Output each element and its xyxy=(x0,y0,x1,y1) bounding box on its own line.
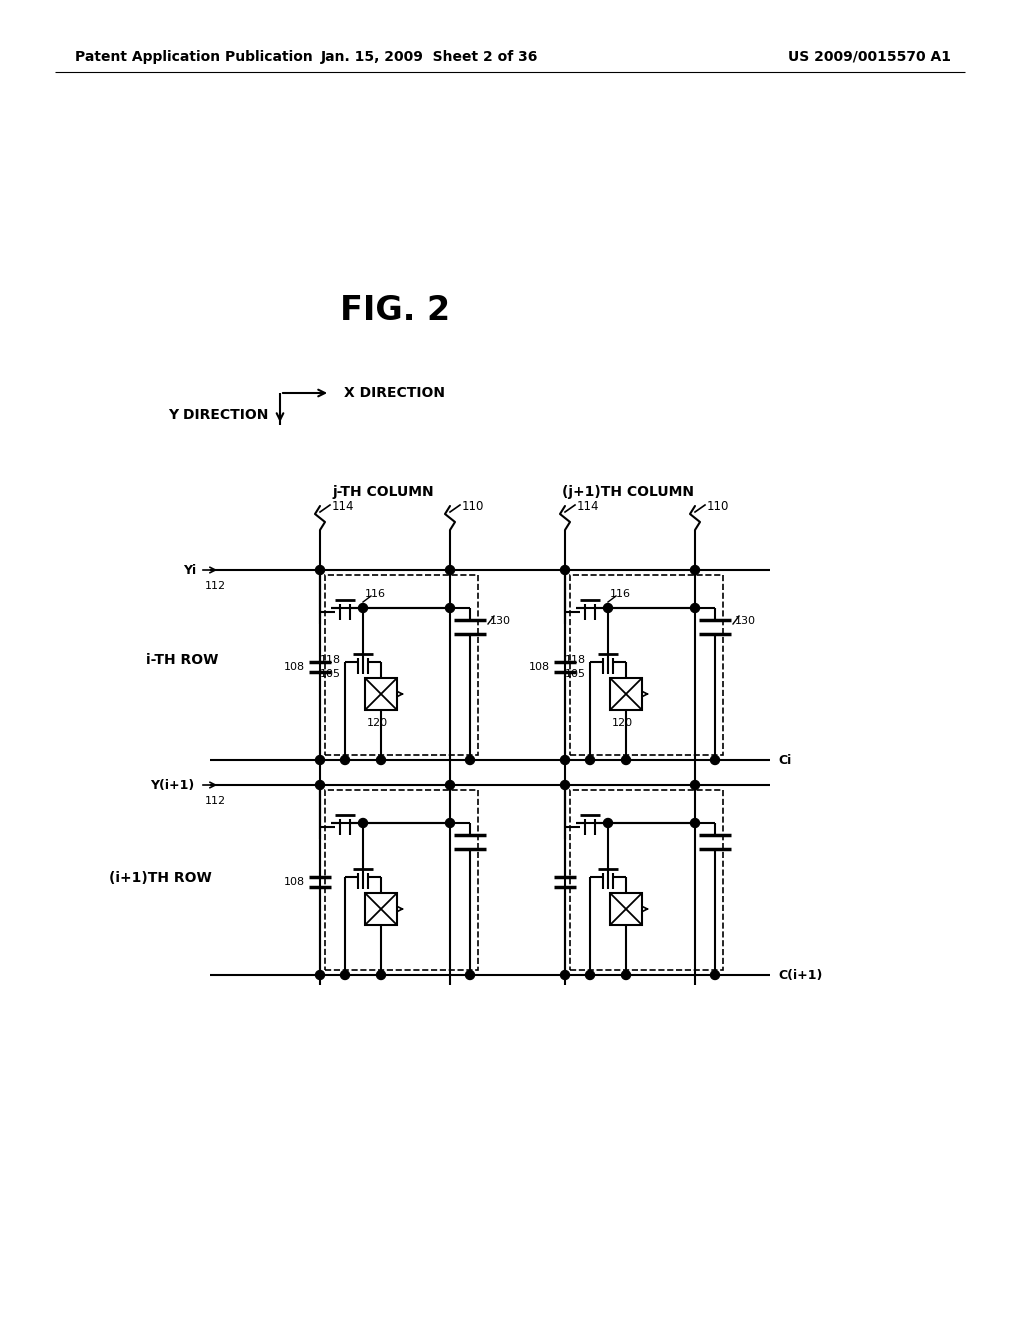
Circle shape xyxy=(445,780,455,789)
Text: US 2009/0015570 A1: US 2009/0015570 A1 xyxy=(788,50,951,63)
Circle shape xyxy=(690,565,699,574)
Text: C(i+1): C(i+1) xyxy=(778,969,822,982)
Text: Ci: Ci xyxy=(778,754,792,767)
Circle shape xyxy=(711,755,720,764)
Text: 108: 108 xyxy=(284,663,305,672)
Circle shape xyxy=(377,970,385,979)
Text: 108: 108 xyxy=(284,876,305,887)
Text: 120: 120 xyxy=(612,718,633,729)
Circle shape xyxy=(377,755,385,764)
Circle shape xyxy=(690,818,699,828)
Bar xyxy=(365,678,397,710)
Text: 105: 105 xyxy=(319,669,341,678)
Circle shape xyxy=(603,818,612,828)
Circle shape xyxy=(690,603,699,612)
Text: FIG. 2: FIG. 2 xyxy=(340,293,451,326)
Text: Y DIRECTION: Y DIRECTION xyxy=(168,408,268,422)
Circle shape xyxy=(358,818,368,828)
Circle shape xyxy=(560,780,569,789)
Circle shape xyxy=(315,780,325,789)
Circle shape xyxy=(341,970,349,979)
Text: 114: 114 xyxy=(332,500,354,513)
Text: (j+1)TH COLUMN: (j+1)TH COLUMN xyxy=(562,484,694,499)
Text: 130: 130 xyxy=(490,616,511,626)
Bar xyxy=(365,894,397,925)
Bar xyxy=(570,789,723,970)
Text: 105: 105 xyxy=(565,669,586,678)
Text: 110: 110 xyxy=(707,500,729,513)
Circle shape xyxy=(560,755,569,764)
Circle shape xyxy=(690,780,699,789)
Text: 118: 118 xyxy=(565,655,586,665)
Bar xyxy=(610,894,642,925)
Text: 118: 118 xyxy=(319,655,341,665)
Text: Yi: Yi xyxy=(183,564,196,577)
Circle shape xyxy=(315,970,325,979)
Text: Y(i+1): Y(i+1) xyxy=(150,779,194,792)
Circle shape xyxy=(622,970,631,979)
Bar xyxy=(610,678,642,710)
Circle shape xyxy=(445,603,455,612)
Text: 108: 108 xyxy=(528,663,550,672)
Text: 110: 110 xyxy=(462,500,484,513)
Bar xyxy=(570,576,723,755)
Text: 116: 116 xyxy=(365,589,386,599)
Text: j-TH COLUMN: j-TH COLUMN xyxy=(332,484,434,499)
Circle shape xyxy=(711,970,720,979)
Text: 116: 116 xyxy=(610,589,631,599)
Circle shape xyxy=(560,565,569,574)
Circle shape xyxy=(445,818,455,828)
Text: (i+1)TH ROW: (i+1)TH ROW xyxy=(109,871,211,884)
Text: X DIRECTION: X DIRECTION xyxy=(344,385,445,400)
Circle shape xyxy=(315,755,325,764)
Circle shape xyxy=(315,565,325,574)
Text: 112: 112 xyxy=(205,581,225,591)
Text: Patent Application Publication: Patent Application Publication xyxy=(75,50,312,63)
Circle shape xyxy=(445,565,455,574)
Circle shape xyxy=(358,603,368,612)
Text: 120: 120 xyxy=(367,718,388,729)
Circle shape xyxy=(586,970,595,979)
Circle shape xyxy=(560,970,569,979)
Circle shape xyxy=(466,970,474,979)
Bar xyxy=(325,576,478,755)
Circle shape xyxy=(466,755,474,764)
Bar xyxy=(325,789,478,970)
Circle shape xyxy=(622,755,631,764)
Text: Jan. 15, 2009  Sheet 2 of 36: Jan. 15, 2009 Sheet 2 of 36 xyxy=(322,50,539,63)
Text: 114: 114 xyxy=(577,500,599,513)
Text: 112: 112 xyxy=(205,796,225,807)
Circle shape xyxy=(603,603,612,612)
Text: i-TH ROW: i-TH ROW xyxy=(145,653,218,667)
Circle shape xyxy=(586,755,595,764)
Text: 130: 130 xyxy=(735,616,756,626)
Circle shape xyxy=(341,755,349,764)
